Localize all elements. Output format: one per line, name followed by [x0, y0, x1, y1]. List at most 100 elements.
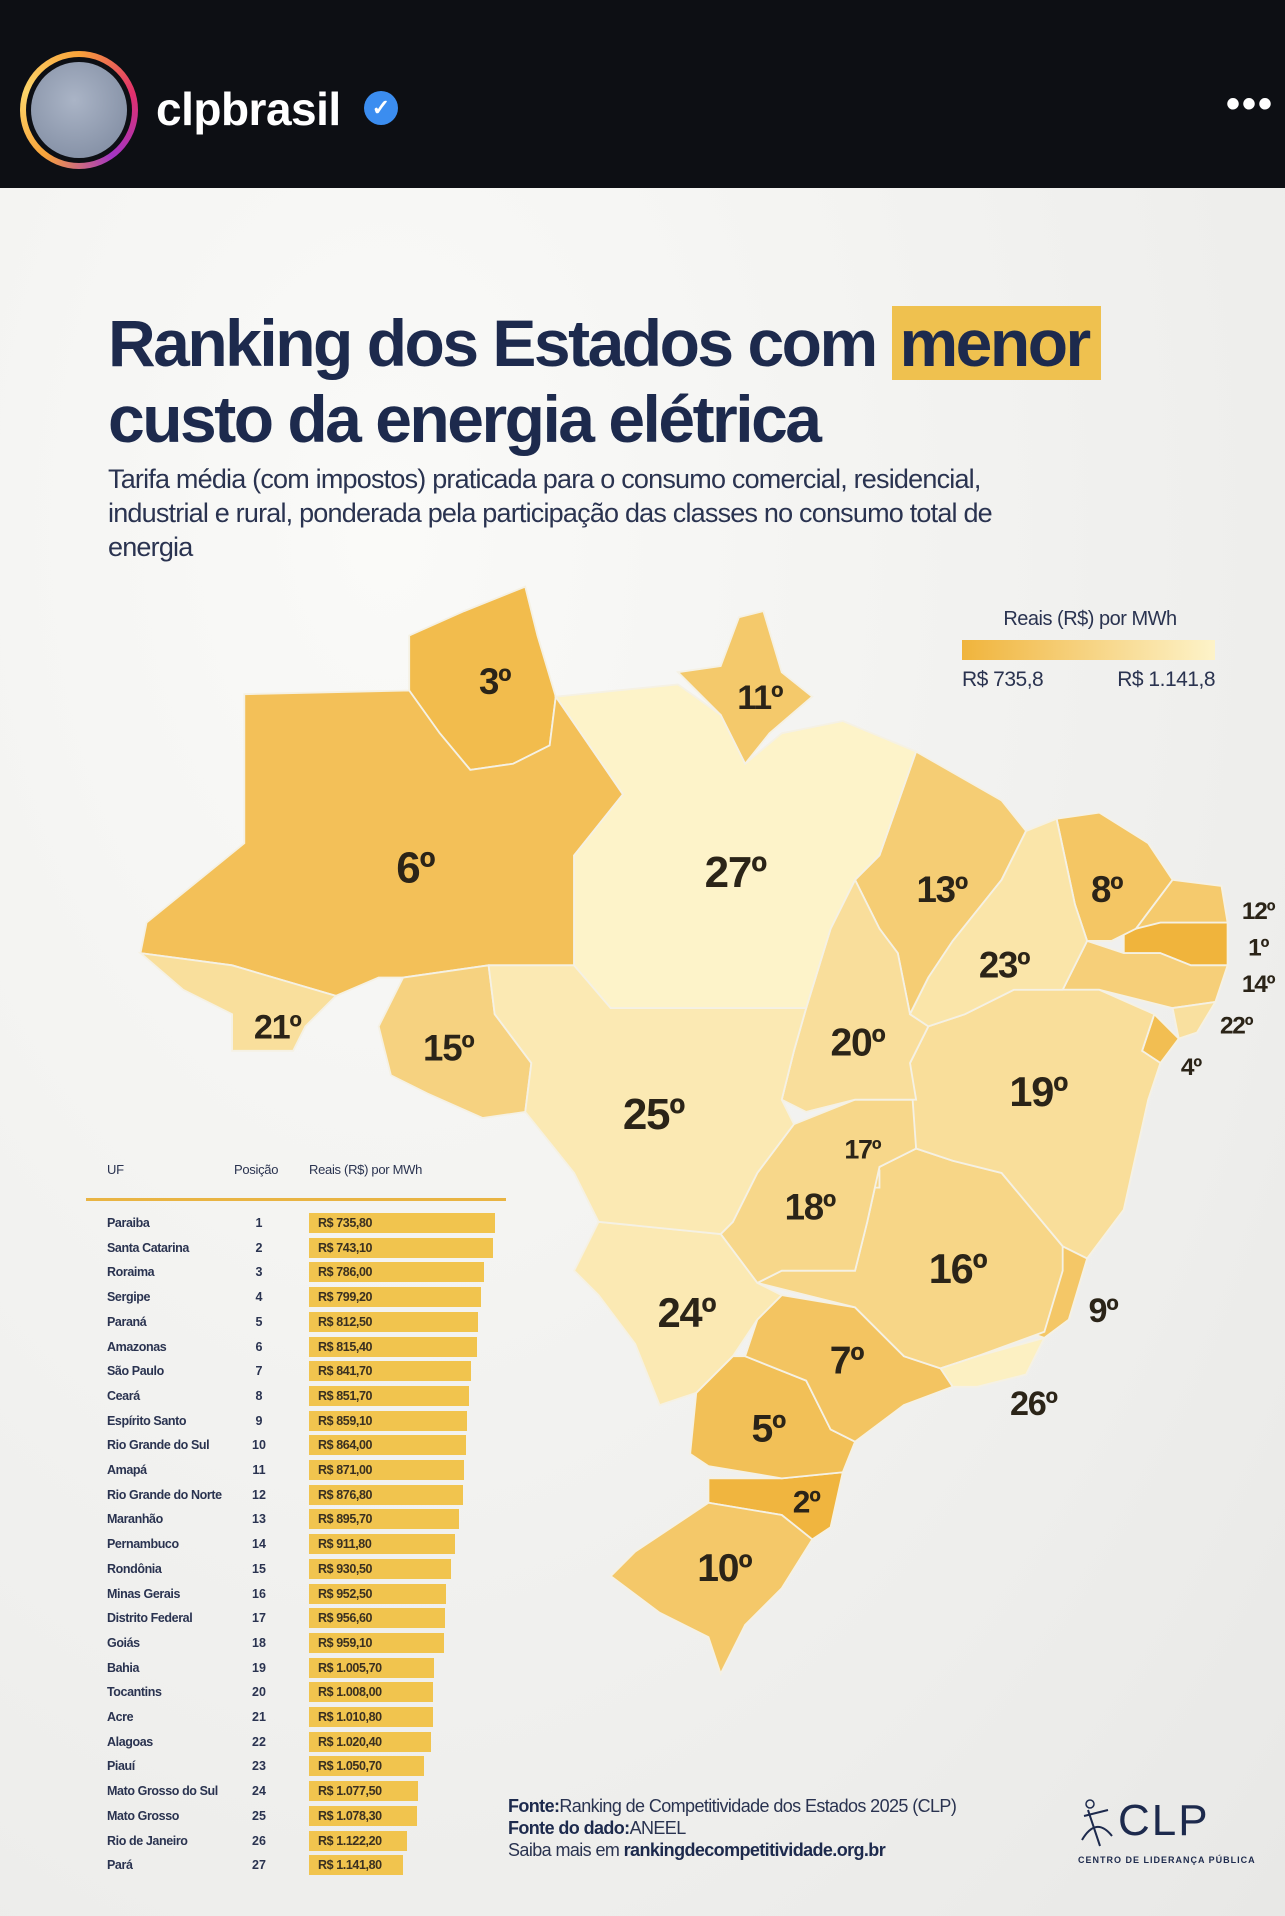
row-position: 22 [252, 1734, 266, 1749]
table-row: Rio Grande do Norte 12 R$ 876,80 [0, 1484, 520, 1508]
row-position: 24 [252, 1784, 266, 1799]
table-row: Mato Grosso do Sul 24 R$ 1.077,50 [0, 1780, 520, 1804]
row-bar [309, 1336, 477, 1357]
row-position: 2 [255, 1240, 263, 1255]
row-bar [309, 1435, 466, 1456]
row-position: 4 [255, 1290, 263, 1305]
row-bar [309, 1805, 418, 1826]
row-uf: Pará [107, 1858, 133, 1873]
row-bar [309, 1484, 464, 1505]
table-row: Tocantins 20 R$ 1.008,00 [0, 1681, 520, 1705]
row-bar [309, 1632, 445, 1653]
verified-badge-icon: ✓ [364, 91, 398, 125]
page-title: Ranking dos Estados com menor custo da e… [108, 305, 1101, 457]
more-label: Saiba mais em [508, 1840, 624, 1860]
map-label-santa-catarina: 2º [793, 1484, 821, 1520]
row-uf: Alagoas [107, 1734, 153, 1749]
story-ring[interactable] [20, 51, 138, 169]
more-dots-icon[interactable]: ••• [1226, 82, 1275, 126]
table-row: Sergipe 4 R$ 799,20 [0, 1286, 520, 1310]
row-position: 27 [252, 1858, 266, 1873]
row-bar [309, 1781, 418, 1802]
row-uf: Bahia [107, 1660, 140, 1675]
row-uf: Rio de Janeiro [107, 1833, 188, 1848]
table-row: Bahia 19 R$ 1.005,70 [0, 1657, 520, 1681]
map-label-goias: 18º [785, 1186, 836, 1227]
map-label-paraiba: 1º [1248, 935, 1269, 962]
table-row: Piauí 23 R$ 1.050,70 [0, 1755, 520, 1779]
row-bar [309, 1583, 446, 1604]
row-position: 26 [252, 1833, 266, 1848]
row-position: 20 [252, 1685, 266, 1700]
footer-sources: Fonte:Ranking de Competitividade dos Est… [508, 1795, 957, 1861]
map-label-pernambuco: 14º [1242, 971, 1276, 998]
row-value: R$ 871,00 [318, 1463, 373, 1477]
map-label-para: 27º [705, 848, 767, 897]
row-uf: Piauí [107, 1759, 135, 1774]
row-value: R$ 812,50 [318, 1314, 373, 1329]
row-value: R$ 786,00 [318, 1265, 373, 1280]
map-label-sao-paulo: 7º [830, 1339, 865, 1382]
row-value: R$ 864,00 [318, 1438, 373, 1453]
table-row: Pará 27 R$ 1.141,80 [0, 1854, 520, 1878]
map-label-maranhao: 13º [917, 869, 968, 910]
map-state-amazonas [139, 689, 625, 997]
row-position: 8 [255, 1388, 263, 1403]
row-value: R$ 952,50 [318, 1586, 373, 1601]
table-row: Minas Gerais 16 R$ 952,50 [0, 1583, 520, 1607]
row-value: R$ 841,70 [318, 1364, 373, 1379]
map-label-sergipe: 4º [1181, 1054, 1202, 1081]
table-row: Alagoas 22 R$ 1.020,40 [0, 1731, 520, 1755]
row-value: R$ 1.077,50 [318, 1784, 382, 1799]
row-position: 14 [252, 1537, 266, 1552]
map-state-alagoas [1171, 1000, 1218, 1040]
subtitle: Tarifa média (com impostos) praticada pa… [108, 464, 993, 562]
row-uf: Pernambuco [107, 1537, 179, 1552]
legend-title: Reais (R$) por MWh [1003, 608, 1177, 630]
map-label-bahia: 19º [1009, 1068, 1068, 1115]
row-position: 7 [255, 1364, 263, 1379]
row-bar [309, 1460, 465, 1480]
table-row: Distrito Federal 17 R$ 956,60 [0, 1607, 520, 1631]
map-label-amapa: 11º [737, 679, 783, 717]
table-row: Acre 21 R$ 1.010,80 [0, 1706, 520, 1730]
map-label-ceara: 8º [1091, 869, 1123, 910]
row-bar [309, 1361, 471, 1382]
table-row: Rio de Janeiro 26 R$ 1.122,20 [0, 1830, 520, 1854]
row-value: R$ 1.020,40 [318, 1734, 382, 1749]
username[interactable]: clpbrasil [156, 83, 341, 135]
table-header-position: Posição [234, 1162, 279, 1177]
map-label-amazonas: 6º [396, 843, 435, 892]
row-uf: Mato Grosso [107, 1808, 179, 1823]
row-position: 1 [255, 1216, 263, 1230]
row-value: R$ 815,40 [318, 1339, 373, 1354]
map-state-para [554, 683, 918, 1009]
row-position: 6 [255, 1339, 263, 1354]
row-value: R$ 859,10 [318, 1413, 373, 1428]
map-label-rio-grande-do-sul: 10º [697, 1547, 752, 1590]
row-bar [309, 1385, 469, 1406]
row-bar [309, 1311, 478, 1332]
row-position: 10 [252, 1438, 266, 1453]
row-value: R$ 959,10 [318, 1635, 373, 1650]
row-uf: Rio Grande do Norte [107, 1487, 222, 1502]
map-state-rio-grande-do-norte [1133, 878, 1229, 931]
clp-logo-subtitle: CENTRO DE LIDERANÇA PÚBLICA [1078, 1855, 1256, 1865]
row-bar [309, 1534, 456, 1555]
row-bar [309, 1558, 451, 1579]
row-position: 19 [252, 1660, 266, 1675]
table-row: Mato Grosso 25 R$ 1.078,30 [0, 1805, 520, 1829]
avatar[interactable] [26, 57, 132, 163]
row-uf: Mato Grosso do Sul [107, 1784, 218, 1799]
row-value: R$ 1.050,70 [318, 1759, 382, 1774]
row-value: R$ 1.141,80 [318, 1858, 382, 1873]
map-label-mato-grosso-do-sul: 24º [658, 1289, 717, 1336]
row-position: 18 [252, 1635, 266, 1650]
row-uf: Rondônia [107, 1561, 162, 1576]
row-uf: São Paulo [107, 1364, 164, 1379]
row-bar [309, 1213, 495, 1233]
row-uf: Sergipe [107, 1290, 151, 1305]
row-position: 17 [252, 1611, 266, 1626]
row-uf: Minas Gerais [107, 1586, 181, 1601]
more-link[interactable]: rankingdecompetitividade.org.br [623, 1840, 886, 1860]
